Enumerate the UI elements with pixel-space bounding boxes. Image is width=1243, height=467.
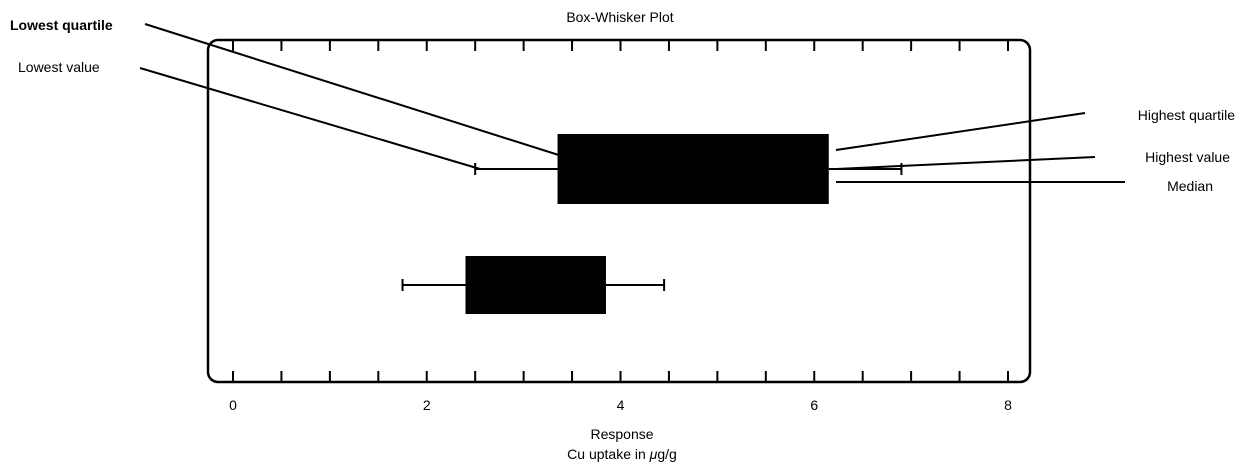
tick-label-4: 8 [1004,397,1012,413]
x-axis-sublabel-mu: μ [649,446,658,462]
leader-highest-quartile [835,112,1086,151]
boxes [401,134,903,314]
leader-lowest-quartile [144,23,566,158]
x-axis-label: Response [590,426,653,442]
annotations: Lowest quartile Lowest value Highest quart… [10,17,1235,194]
tick-label-3: 6 [810,397,818,413]
box-0 [557,134,829,204]
leader-lowest-value [139,67,481,170]
annotation-lowest-value: Lowest value [18,59,100,75]
annotation-median: Median [1167,178,1213,194]
tick-label-0: 0 [229,397,237,413]
ticks-top [232,40,1009,51]
x-axis-sublabel-suffix: g/g [657,446,676,462]
plot-frame [206,38,1032,384]
tick-labels: 0 2 4 6 8 [229,397,1012,413]
box-1 [465,256,606,314]
ticks-bottom [232,371,1009,382]
x-axis-sublabel-prefix: Cu uptake in [567,446,650,462]
leader-highest-value [835,156,1096,170]
tick-label-2: 4 [617,397,625,413]
annotation-highest-value: Highest value [1145,149,1230,165]
x-axis-sublabel: Cu uptake in μg/g [567,446,677,462]
chart-title: Box-Whisker Plot [566,9,673,25]
box-group-0 [474,134,903,204]
annotation-leaders [139,23,1125,183]
annotation-lowest-quartile: Lowest quartile [10,17,113,33]
tick-label-1: 2 [423,397,431,413]
box-group-1 [401,256,666,314]
annotation-highest-quartile: Highest quartile [1138,107,1235,123]
